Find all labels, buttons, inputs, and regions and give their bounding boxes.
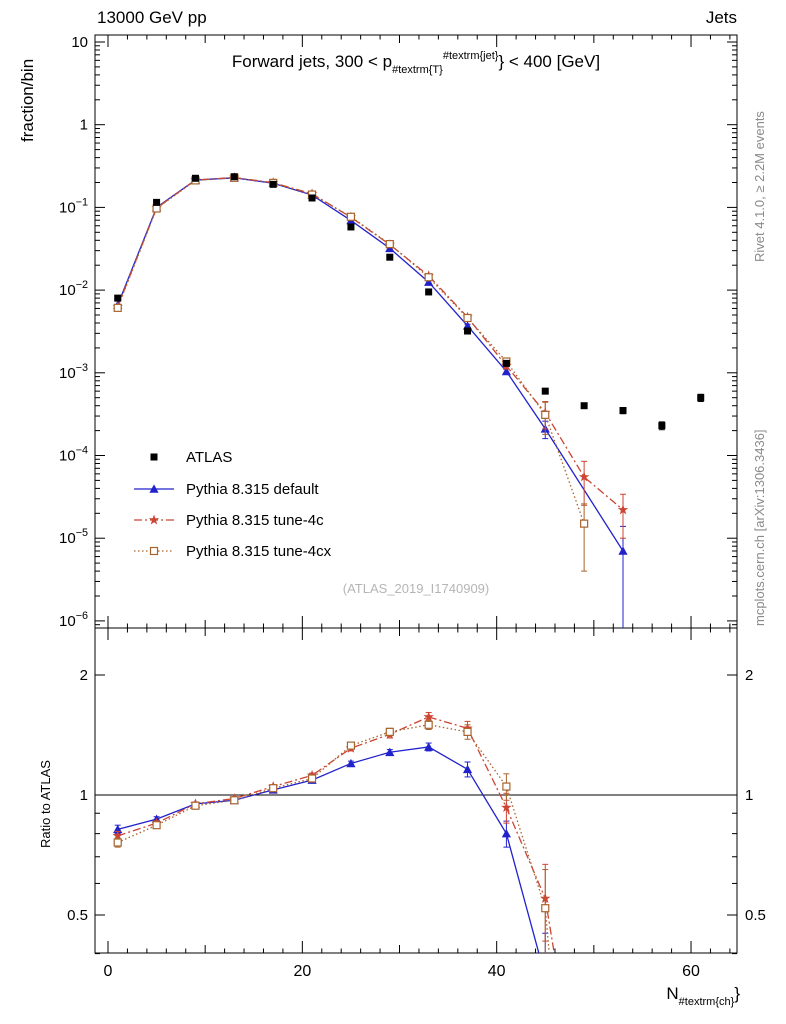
svg-text:10−6: 10−6 [59, 610, 88, 630]
header-beam-energy: 13000 GeV pp [97, 8, 207, 27]
svg-text:0.5: 0.5 [67, 907, 88, 924]
svg-text:40: 40 [488, 963, 506, 980]
legend-entry-pythia-tune4c: Pythia 8.315 tune-4c [132, 507, 324, 533]
plot-title-prefix: Forward jets, 300 < p [231, 52, 393, 71]
panel-frames [94, 34, 738, 954]
xaxis-label-main: N [666, 984, 679, 1003]
svg-text:10: 10 [71, 34, 88, 51]
plot-title: Forward jets, 300 < p#textrm{T} #textrm{j… [95, 50, 737, 76]
svg-text:0.5: 0.5 [745, 907, 766, 924]
svg-text:60: 60 [682, 963, 700, 980]
svg-text:10−2: 10−2 [59, 279, 88, 299]
svg-text:20: 20 [293, 963, 311, 980]
legend-marker-0 [132, 447, 176, 467]
legend-marker-2 [132, 510, 176, 530]
legend-entry-pythia-default: Pythia 8.315 default [132, 476, 319, 502]
legend-label-pythia-tune4c: Pythia 8.315 tune-4c [186, 511, 324, 529]
xaxis-label-suffix: } [734, 984, 740, 1003]
rivet-version-label: Rivet 4.1.0, ≥ 2.2M events [752, 111, 767, 262]
series-pythia-8-315-default [113, 173, 628, 628]
yaxis-label-ratio-panel: Ratio to ATLAS [38, 760, 53, 848]
svg-text:10−3: 10−3 [59, 362, 88, 382]
axis-ticks [95, 35, 737, 955]
series-pythia-8-315-tune-4cx [113, 719, 550, 953]
svg-text:0: 0 [104, 963, 113, 980]
legend-entry-pythia-tune4cx: Pythia 8.315 tune-4cx [132, 538, 331, 564]
legend-label-pythia-default: Pythia 8.315 default [186, 480, 319, 498]
legend-entry-atlas: ATLAS [132, 444, 232, 470]
legend-glyph-pythia-8-315-tune-4cx [134, 546, 174, 556]
axis-tick-labels: 10 1 10−1 10−2 10−3 10−4 10−5 10−6 2 2 1 1 0.5 0.5 0 20… [59, 34, 766, 980]
yaxis-label-top-panel: fraction/bin [18, 58, 37, 142]
legend-label-atlas: ATLAS [186, 448, 233, 466]
header-analysis-group: Jets [705, 8, 737, 27]
svg-text:10−4: 10−4 [59, 445, 88, 465]
svg-text:1: 1 [80, 787, 88, 804]
plot-title-superscript: #textrm{jet} [442, 50, 499, 62]
svg-text:10−1: 10−1 [59, 196, 88, 216]
mcplots-arxiv-label: mcplots.cern.ch [arXiv:1306.3436] [752, 429, 767, 626]
xaxis-label: N#textrm{ch}} [666, 984, 740, 1008]
analysis-id-watermark: (ATLAS_2019_I1740909) [342, 581, 490, 596]
legend-label-pythia-tune4cx: Pythia 8.315 tune-4cx [186, 542, 332, 560]
svg-text:1: 1 [745, 787, 753, 804]
svg-text:1: 1 [80, 117, 88, 134]
svg-text:2: 2 [745, 667, 753, 684]
plot-title-subscript: #textrm{T} [392, 64, 443, 76]
series-pythia-8-315-default [113, 742, 549, 953]
legend-marker-3 [132, 541, 176, 561]
svg-text:2: 2 [80, 667, 88, 684]
plot-title-suffix: } < 400 [GeV] [498, 52, 601, 71]
series-atlas [114, 173, 705, 431]
legend-marker-1 [132, 479, 176, 499]
legend-glyph-pythia-8-315-tune-4c [134, 514, 174, 525]
xaxis-label-subscript: #textrm{ch} [678, 996, 735, 1008]
svg-text:10−5: 10−5 [59, 527, 88, 547]
legend-glyph-atlas [150, 453, 158, 461]
legend-glyph-pythia-8-315-default [134, 484, 174, 493]
